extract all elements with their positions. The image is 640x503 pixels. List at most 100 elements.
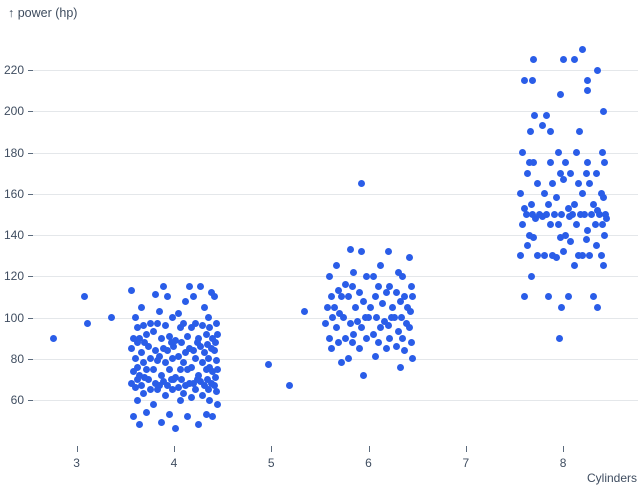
data-point <box>525 231 533 239</box>
data-point <box>350 268 358 276</box>
data-point <box>532 215 540 222</box>
data-point <box>407 338 415 346</box>
data-point <box>334 287 342 295</box>
data-point <box>371 353 379 361</box>
data-point <box>335 309 343 317</box>
x-tick-mark <box>271 446 273 452</box>
data-point <box>548 179 556 187</box>
data-point <box>203 375 211 383</box>
data-point <box>548 252 556 260</box>
data-point <box>534 179 542 187</box>
data-point <box>585 252 593 260</box>
data-point <box>545 293 552 301</box>
data-point <box>49 334 57 342</box>
data-point <box>543 111 550 119</box>
data-point <box>187 324 195 332</box>
y-tick-label: 80 <box>10 351 24 366</box>
data-point <box>172 373 180 381</box>
data-point <box>525 159 533 167</box>
data-point <box>601 231 609 239</box>
data-point <box>159 283 167 291</box>
data-point <box>178 375 186 383</box>
data-point <box>527 272 535 280</box>
data-point <box>141 338 149 346</box>
data-point <box>401 347 408 354</box>
data-point <box>147 386 155 394</box>
y-tick-label: 180 <box>3 145 24 160</box>
data-point <box>138 382 146 390</box>
x-tick-mark <box>368 446 370 452</box>
data-point <box>140 390 148 398</box>
data-point <box>155 353 163 361</box>
data-point <box>561 159 569 167</box>
x-axis-title: Cylinders <box>586 471 637 485</box>
data-point <box>211 293 219 301</box>
data-point <box>334 338 342 346</box>
data-point <box>83 320 91 328</box>
data-point <box>516 252 524 260</box>
data-point <box>264 361 272 369</box>
data-point <box>127 344 135 352</box>
data-point <box>559 175 567 183</box>
data-point <box>346 245 354 253</box>
chart-title: ↑ power (hp) <box>8 6 78 20</box>
data-point <box>406 307 414 315</box>
data-point <box>170 342 178 350</box>
data-point <box>556 169 564 177</box>
data-point <box>134 338 142 346</box>
data-point <box>129 334 137 342</box>
data-point <box>161 359 169 367</box>
data-point <box>168 314 176 321</box>
data-point <box>546 221 554 229</box>
data-point <box>386 283 394 291</box>
y-tick-mark <box>28 358 33 360</box>
data-point <box>332 262 340 270</box>
data-point <box>155 307 163 315</box>
y-tick-label: 200 <box>3 104 24 119</box>
data-point <box>208 289 216 297</box>
data-point <box>348 338 356 346</box>
data-point <box>168 386 176 394</box>
data-point <box>575 252 583 260</box>
data-point <box>208 380 216 387</box>
data-point <box>348 283 356 291</box>
data-point <box>530 159 538 167</box>
data-point <box>564 204 572 212</box>
y-tick-label: 220 <box>3 63 24 77</box>
data-point <box>376 262 384 270</box>
data-point <box>369 272 377 280</box>
data-point <box>206 324 214 332</box>
data-point <box>212 373 220 381</box>
data-point <box>147 320 155 328</box>
data-point <box>577 210 585 218</box>
data-point <box>200 303 208 311</box>
data-point <box>374 338 382 346</box>
data-point <box>397 297 405 305</box>
data-point <box>583 76 591 84</box>
data-point <box>591 221 599 229</box>
data-point <box>213 388 221 396</box>
x-tick-mark <box>76 446 78 452</box>
data-point <box>182 349 190 357</box>
data-point <box>212 338 220 346</box>
data-point <box>554 149 562 156</box>
data-point <box>133 363 141 371</box>
data-point <box>145 342 153 350</box>
data-point <box>184 332 192 340</box>
data-point <box>602 210 610 218</box>
data-point <box>546 128 554 136</box>
data-point <box>567 237 575 245</box>
data-point <box>598 149 606 156</box>
data-point <box>131 314 139 321</box>
data-point <box>198 322 206 330</box>
data-point <box>523 169 531 177</box>
data-point <box>555 334 563 342</box>
data-point <box>161 392 169 400</box>
data-point <box>589 293 597 301</box>
data-point <box>399 272 407 280</box>
data-point <box>131 355 139 363</box>
data-point <box>376 324 384 332</box>
data-point <box>322 320 330 328</box>
